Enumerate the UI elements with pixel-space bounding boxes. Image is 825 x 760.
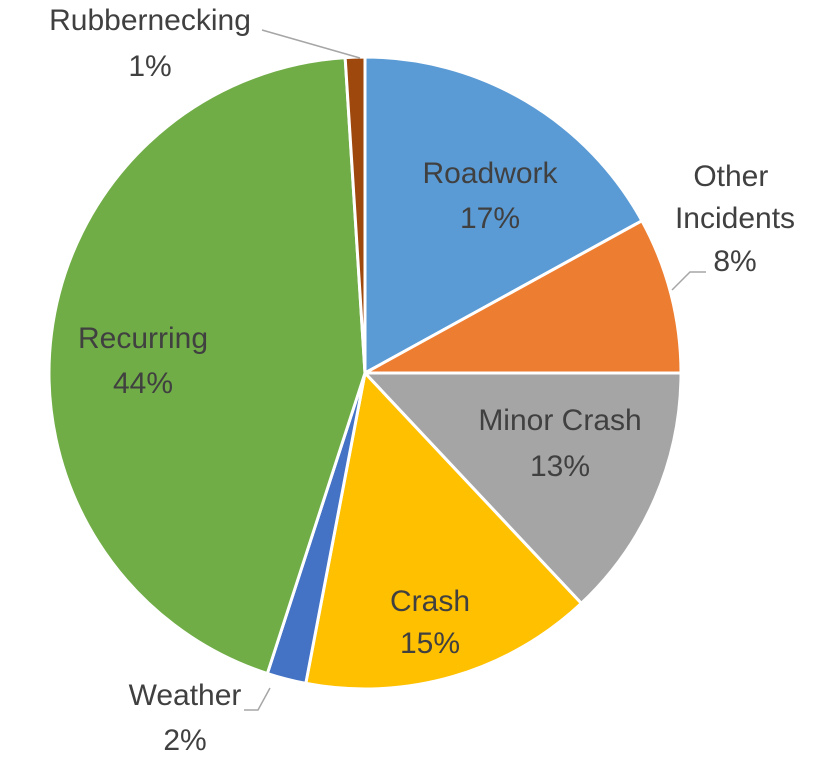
pie-slice [304, 371, 583, 691]
leader-line [244, 687, 271, 711]
value-label: 44% [113, 367, 173, 400]
category-label: Crash [390, 585, 470, 618]
value-label: 13% [530, 450, 590, 483]
category-label: Other Incidents [675, 160, 795, 235]
value-label: 8% [713, 245, 756, 278]
category-label: Minor Crash [478, 404, 641, 437]
pie-slice [363, 371, 683, 605]
value-label: 2% [163, 724, 206, 757]
category-label: Rubbernecking [49, 4, 251, 37]
leader-line [261, 29, 361, 59]
pie-slice [363, 55, 644, 375]
pie [47, 55, 683, 691]
category-label: Recurring [78, 322, 208, 355]
value-label: 15% [400, 627, 460, 660]
category-label: Weather [129, 679, 242, 712]
value-label: 17% [460, 202, 520, 235]
pie-slice [363, 219, 683, 375]
category-label: Roadwork [422, 157, 558, 190]
value-label: 1% [128, 50, 171, 83]
leader-line [671, 271, 706, 291]
pie-slice [47, 56, 367, 676]
labels: Roadwork 17% Other Incidents 8% Minor Crash 1… [49, 4, 795, 757]
